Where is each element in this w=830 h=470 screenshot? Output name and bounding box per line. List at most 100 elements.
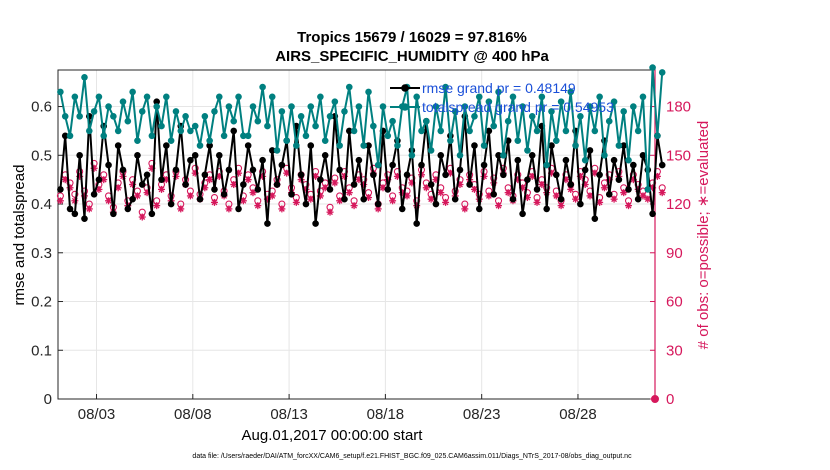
rmse-point <box>586 147 594 154</box>
totalspread-point <box>649 64 656 71</box>
totalspread-point <box>490 122 498 130</box>
y-right-tick-label: 150 <box>666 147 691 164</box>
totalspread-point <box>504 117 512 125</box>
totalspread-point <box>143 93 151 101</box>
totalspread-point <box>519 103 526 110</box>
totalspread-point <box>114 127 122 135</box>
totalspread-point <box>654 132 661 140</box>
legend-rmse-label: rmse grand pr = 0.48149 <box>422 80 576 96</box>
totalspread-point <box>163 93 170 101</box>
rmse-point <box>163 142 170 149</box>
rmse-point <box>206 142 213 149</box>
y-left-tick-label: 0.5 <box>31 147 52 164</box>
rmse-point <box>509 195 517 203</box>
obs-evaluated-marker <box>278 205 286 213</box>
rmse-point <box>485 127 493 135</box>
totalspread-point <box>336 142 343 149</box>
obs-evaluated-marker <box>625 202 633 210</box>
totalspread-point <box>350 127 358 135</box>
rmse-point <box>437 151 445 159</box>
obs-evaluated-marker <box>225 205 233 213</box>
y-axis-left-label: rmse and totalspread <box>11 165 28 306</box>
totalspread-point <box>211 108 218 115</box>
totalspread-point <box>148 132 156 140</box>
rmse-point <box>451 195 459 203</box>
rmse-point <box>302 200 310 208</box>
totalspread-point <box>644 186 652 193</box>
totalspread-point <box>528 113 536 120</box>
totalspread-point <box>119 98 127 105</box>
totalspread-point <box>524 147 531 154</box>
rmse-point <box>235 205 242 213</box>
rmse-point <box>153 98 160 105</box>
rmse-point <box>124 205 132 213</box>
totalspread-point <box>158 122 165 130</box>
totalspread-point <box>543 161 550 169</box>
totalspread-point <box>437 127 445 135</box>
obs-evaluated-marker <box>133 192 141 200</box>
rmse-point <box>471 142 478 149</box>
obs-evaluated-marker <box>389 197 397 205</box>
totalspread-point <box>317 93 324 101</box>
totalspread-point <box>345 83 353 91</box>
rmse-point <box>630 161 637 169</box>
rmse-point <box>413 220 420 227</box>
totalspread-point <box>321 137 329 144</box>
rmse-point <box>591 215 599 222</box>
rmse-point <box>321 151 329 159</box>
x-tick-label: 08/28 <box>559 406 597 423</box>
obs-evaluated-marker <box>206 176 214 184</box>
rmse-point <box>553 171 560 179</box>
obs-evaluated-marker <box>307 195 315 203</box>
rmse-point <box>528 151 536 159</box>
rmse-point <box>143 171 151 179</box>
obs-evaluated-marker <box>437 189 445 197</box>
totalspread-point <box>57 88 64 96</box>
rmse-point <box>114 142 122 149</box>
x-tick-label: 08/03 <box>78 406 116 423</box>
y-left-tick-label: 0.1 <box>31 342 52 359</box>
rmse-point <box>374 200 382 208</box>
rmse-point <box>187 156 194 164</box>
obs-evaluated-marker <box>422 184 430 192</box>
x-tick-label: 08/23 <box>463 406 501 423</box>
rmse-point <box>326 186 334 193</box>
rmse-point <box>317 176 324 183</box>
rmse-point <box>581 166 589 174</box>
rmse-point <box>134 151 141 159</box>
totalspread-point <box>254 117 262 125</box>
obs-evaluated-marker <box>470 185 478 193</box>
chart-title-line1: Tropics 15679 / 16029 = 97.816% <box>297 29 527 46</box>
rmse-point <box>524 176 531 183</box>
totalspread-point <box>196 142 204 149</box>
totalspread-point <box>307 103 315 110</box>
y-axis-left-ticks: 0 0.1 0.2 0.3 0.4 0.5 0.6 <box>31 99 63 408</box>
obs-evaluated-marker <box>158 185 166 193</box>
totalspread-point <box>374 161 382 169</box>
rmse-point <box>336 166 343 174</box>
totalspread-point <box>95 93 103 101</box>
totalspread-point <box>302 132 310 140</box>
obs-evaluated-marker <box>658 189 666 197</box>
y-right-tick-label: 30 <box>666 342 683 359</box>
rmse-point <box>519 210 526 218</box>
obs-evaluated-marker <box>331 179 339 187</box>
obs-evaluated-marker <box>461 205 469 213</box>
totalspread-point <box>577 113 584 120</box>
rmse-point <box>61 132 69 140</box>
rmse-point <box>273 181 281 188</box>
rmse-point <box>268 147 276 154</box>
totalspread-point <box>230 117 238 125</box>
totalspread-point <box>586 103 594 110</box>
legend-spread-marker <box>401 103 409 111</box>
rmse-point <box>264 220 271 227</box>
rmse-point <box>211 186 218 193</box>
totalspread-point <box>153 103 160 110</box>
obs-evaluated-marker <box>538 181 546 189</box>
y-left-tick-label: 0 <box>44 391 52 408</box>
rmse-point <box>500 171 507 179</box>
totalspread-point <box>268 93 276 101</box>
totalspread-point <box>423 117 430 125</box>
obs-evaluated-marker <box>596 198 604 206</box>
totalspread-point <box>191 122 199 130</box>
